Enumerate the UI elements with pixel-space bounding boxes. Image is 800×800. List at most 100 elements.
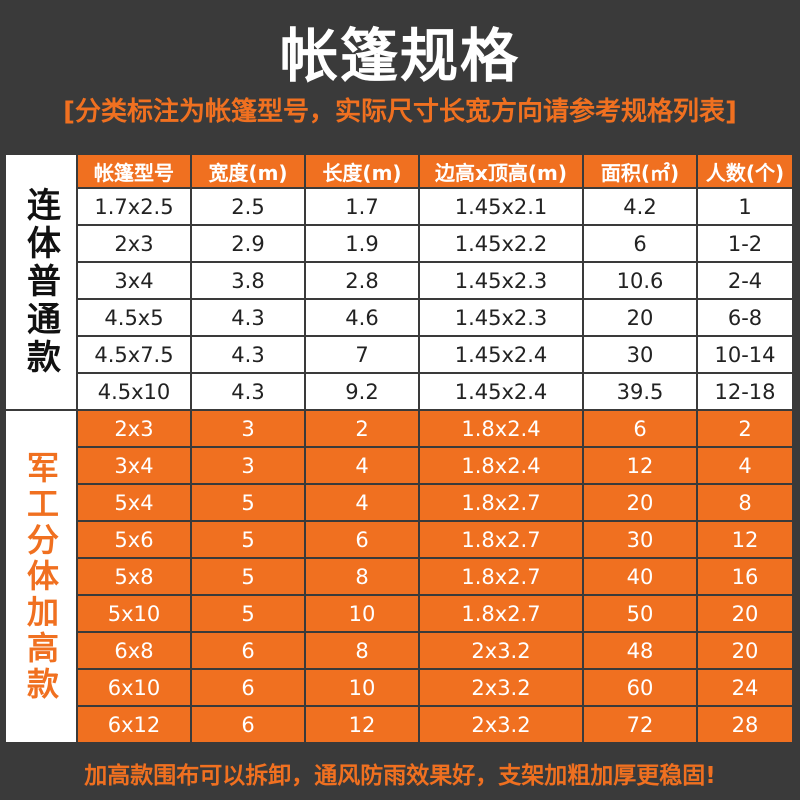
table-cell: 8 — [306, 633, 420, 670]
table-cell: 48 — [584, 633, 698, 670]
table-cell: 2.9 — [192, 226, 306, 263]
table-cell: 5x6 — [78, 522, 192, 559]
header-col-area: 面积(㎡) — [584, 155, 698, 189]
table-cell: 50 — [584, 596, 698, 633]
table-cell: 1.45x2.3 — [420, 300, 584, 337]
table-cell: 1.45x2.2 — [420, 226, 584, 263]
table-cell: 20 — [698, 596, 794, 633]
table-cell: 3x4 — [78, 263, 192, 300]
table-cell: 1.8x2.7 — [420, 596, 584, 633]
header-col-capacity: 人数(个) — [698, 155, 794, 189]
page-subtitle: [分类标注为帐篷型号，实际尺寸长宽方向请参考规格列表] — [63, 97, 737, 127]
table-cell: 2-4 — [698, 263, 794, 300]
table-cell: 4 — [306, 448, 420, 485]
table-cell: 5 — [192, 596, 306, 633]
table-cell: 1 — [698, 189, 794, 226]
table-cell: 6 — [584, 411, 698, 448]
table-cell: 1.9 — [306, 226, 420, 263]
table-cell: 6-8 — [698, 300, 794, 337]
table-cell: 3 — [192, 411, 306, 448]
table-cell: 30 — [584, 522, 698, 559]
table-cell: 2x3.2 — [420, 707, 584, 744]
table-cell: 1.7x2.5 — [78, 189, 192, 226]
table-cell: 12-18 — [698, 374, 794, 411]
table-cell: 6 — [192, 633, 306, 670]
table-cell: 5 — [192, 559, 306, 596]
table-cell: 3x4 — [78, 448, 192, 485]
table-cell: 40 — [584, 559, 698, 596]
table-cell: 2x3.2 — [420, 670, 584, 707]
table-cell: 4.2 — [584, 189, 698, 226]
table-cell: 20 — [584, 485, 698, 522]
table-cell: 4.3 — [192, 337, 306, 374]
table-cell: 4.3 — [192, 374, 306, 411]
table-cell: 1.8x2.7 — [420, 559, 584, 596]
table-cell: 4 — [698, 448, 794, 485]
table-cell: 20 — [584, 300, 698, 337]
table-cell: 12 — [584, 448, 698, 485]
table-cell: 12 — [306, 707, 420, 744]
table-cell: 1.45x2.1 — [420, 189, 584, 226]
table-cell: 5x10 — [78, 596, 192, 633]
table-cell: 3 — [192, 448, 306, 485]
table-cell: 72 — [584, 707, 698, 744]
table-cell: 6x10 — [78, 670, 192, 707]
header-col-model: 帐篷型号 — [78, 155, 192, 189]
table-cell: 1.8x2.7 — [420, 485, 584, 522]
table-cell: 30 — [584, 337, 698, 374]
table-cell: 5 — [192, 485, 306, 522]
table-cell: 5 — [192, 522, 306, 559]
table-cell: 1-2 — [698, 226, 794, 263]
table-cell: 4.6 — [306, 300, 420, 337]
group-label-military: 军工分体加高款 — [6, 411, 78, 744]
table-cell: 28 — [698, 707, 794, 744]
table-cell: 10 — [306, 596, 420, 633]
table-cell: 1.45x2.4 — [420, 374, 584, 411]
table-cell: 2x3.2 — [420, 633, 584, 670]
table-cell: 2.5 — [192, 189, 306, 226]
table-cell: 16 — [698, 559, 794, 596]
table-cell: 8 — [306, 559, 420, 596]
table-cell: 5x8 — [78, 559, 192, 596]
table-cell: 2 — [306, 411, 420, 448]
header-col-height: 边高x顶高(m) — [420, 155, 584, 189]
footer-note: 加高款围布可以拆卸，通风防雨效果好，支架加粗加厚更稳固! — [84, 763, 716, 789]
table-cell: 10-14 — [698, 337, 794, 374]
table-cell: 6 — [306, 522, 420, 559]
table-cell: 39.5 — [584, 374, 698, 411]
table-cell: 6 — [584, 226, 698, 263]
table-cell: 10 — [306, 670, 420, 707]
table-cell: 4.5x10 — [78, 374, 192, 411]
header-col-length: 长度(m) — [306, 155, 420, 189]
table-cell: 1.7 — [306, 189, 420, 226]
table-cell: 60 — [584, 670, 698, 707]
table-cell: 6x12 — [78, 707, 192, 744]
table-cell: 1.8x2.4 — [420, 448, 584, 485]
table-cell: 2x3 — [78, 226, 192, 263]
table-cell: 24 — [698, 670, 794, 707]
table-cell: 6 — [192, 707, 306, 744]
table-cell: 4 — [306, 485, 420, 522]
table-cell: 12 — [698, 522, 794, 559]
table-cell: 5x4 — [78, 485, 192, 522]
table-cell: 8 — [698, 485, 794, 522]
table-cell: 1.8x2.4 — [420, 411, 584, 448]
table-cell: 9.2 — [306, 374, 420, 411]
table-cell: 2 — [698, 411, 794, 448]
table-cell: 1.45x2.3 — [420, 263, 584, 300]
table-cell: 4.5x7.5 — [78, 337, 192, 374]
table-cell: 1.8x2.7 — [420, 522, 584, 559]
table-cell: 3.8 — [192, 263, 306, 300]
table-cell: 4.3 — [192, 300, 306, 337]
table-cell: 2.8 — [306, 263, 420, 300]
spec-grid: 连体普通款 军工分体加高款 帐篷型号 宽度(m) 长度(m) 边高x顶高(m) 面积(㎡… — [6, 155, 794, 752]
group-label-standard: 连体普通款 — [6, 155, 78, 411]
table-cell: 6 — [192, 670, 306, 707]
table-cell: 7 — [306, 337, 420, 374]
table-cell: 4.5x5 — [78, 300, 192, 337]
table-cell: 1.45x2.4 — [420, 337, 584, 374]
table-cell: 6x8 — [78, 633, 192, 670]
table-cell: 2x3 — [78, 411, 192, 448]
table-cell: 10.6 — [584, 263, 698, 300]
